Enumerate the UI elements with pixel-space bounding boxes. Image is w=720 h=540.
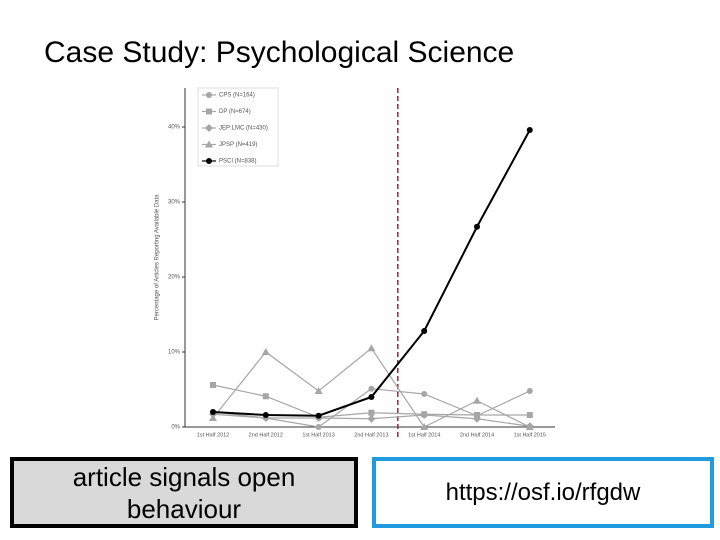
- marker: [525, 423, 534, 430]
- marker: [262, 393, 269, 400]
- marker: [368, 409, 375, 416]
- legend-label: CPS (N=164): [219, 93, 255, 99]
- y-tick-label: 10%: [168, 350, 181, 356]
- legend-label: PSCI (N=838): [219, 159, 257, 165]
- y-axis-label: Percentage of Articles Reporting Availab…: [155, 194, 161, 321]
- x-tick-label: 1st Half 2013: [302, 432, 334, 438]
- marker: [367, 414, 376, 423]
- x-tick-label: 2nd Half 2013: [354, 432, 388, 438]
- marker: [420, 411, 429, 419]
- marker: [421, 328, 428, 334]
- x-tick-label: 2nd Half 2014: [460, 432, 494, 438]
- marker: [315, 424, 322, 430]
- y-tick-label: 0%: [171, 425, 180, 431]
- marker: [474, 223, 480, 230]
- marker: [209, 414, 217, 421]
- link-box[interactable]: https://osf.io/rfgdw: [372, 457, 714, 528]
- y-tick-label: 40%: [168, 125, 181, 131]
- marker: [314, 387, 323, 394]
- marker: [205, 140, 213, 148]
- legend-label: DP (N=674): [219, 109, 251, 115]
- y-tick-label: 30%: [168, 200, 181, 206]
- marker: [206, 92, 212, 98]
- marker: [205, 124, 213, 132]
- marker: [420, 423, 429, 430]
- marker: [210, 382, 216, 388]
- marker: [526, 412, 533, 418]
- marker: [473, 396, 481, 404]
- legend-label: JPSP (N=419): [219, 142, 257, 148]
- marker: [210, 409, 216, 415]
- slide-title: Case Study: Psychological Science: [44, 36, 515, 69]
- marker: [367, 344, 376, 352]
- series-line: [212, 129, 531, 417]
- marker: [421, 391, 428, 397]
- marker: [526, 127, 533, 133]
- marker: [261, 348, 270, 355]
- callout-box: article signals open behaviour: [10, 457, 358, 528]
- marker: [368, 385, 375, 392]
- marker: [315, 412, 322, 419]
- marker: [473, 414, 481, 423]
- legend-label: JEP:LMC (N=430): [219, 126, 268, 132]
- x-tick-label: 1st Half 2014: [408, 432, 440, 438]
- marker: [368, 394, 375, 400]
- marker: [526, 388, 533, 394]
- marker: [206, 108, 212, 115]
- x-tick-label: 1st Half 2012: [197, 432, 229, 438]
- marker: [262, 412, 269, 418]
- legend: CPS (N=164) DP (N=674) JEP:LMC (N=430) JPSP…: [197, 87, 279, 167]
- marker: [206, 158, 212, 164]
- x-tick-label: 1st Half 2015: [514, 432, 546, 438]
- y-tick-label: 20%: [168, 275, 181, 281]
- x-tick-label: 2nd Half 2012: [249, 432, 283, 438]
- chart: 0% 10% 20% 30% 40% Percentage of Articles Rep…: [155, 87, 555, 440]
